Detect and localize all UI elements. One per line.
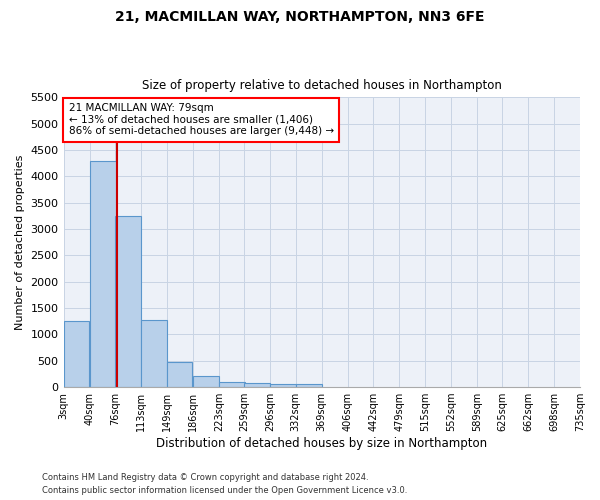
Title: Size of property relative to detached houses in Northampton: Size of property relative to detached ho… [142, 79, 502, 92]
Bar [271, 384, 296, 387]
X-axis label: Distribution of detached houses by size in Northampton: Distribution of detached houses by size … [156, 437, 487, 450]
Text: 21, MACMILLAN WAY, NORTHAMPTON, NN3 6FE: 21, MACMILLAN WAY, NORTHAMPTON, NN3 6FE [115, 10, 485, 24]
Bar [142, 320, 167, 387]
Bar [90, 160, 116, 387]
Bar [115, 216, 141, 387]
Text: 21 MACMILLAN WAY: 79sqm
← 13% of detached houses are smaller (1,406)
86% of semi: 21 MACMILLAN WAY: 79sqm ← 13% of detache… [69, 103, 334, 136]
Text: Contains public sector information licensed under the Open Government Licence v3: Contains public sector information licen… [42, 486, 407, 495]
Bar [244, 384, 270, 387]
Bar [219, 382, 245, 387]
Bar [296, 384, 322, 387]
Bar [193, 376, 218, 387]
Bar [167, 362, 193, 387]
Bar [64, 321, 89, 387]
Text: Contains HM Land Registry data © Crown copyright and database right 2024.: Contains HM Land Registry data © Crown c… [42, 474, 368, 482]
Y-axis label: Number of detached properties: Number of detached properties [15, 154, 25, 330]
